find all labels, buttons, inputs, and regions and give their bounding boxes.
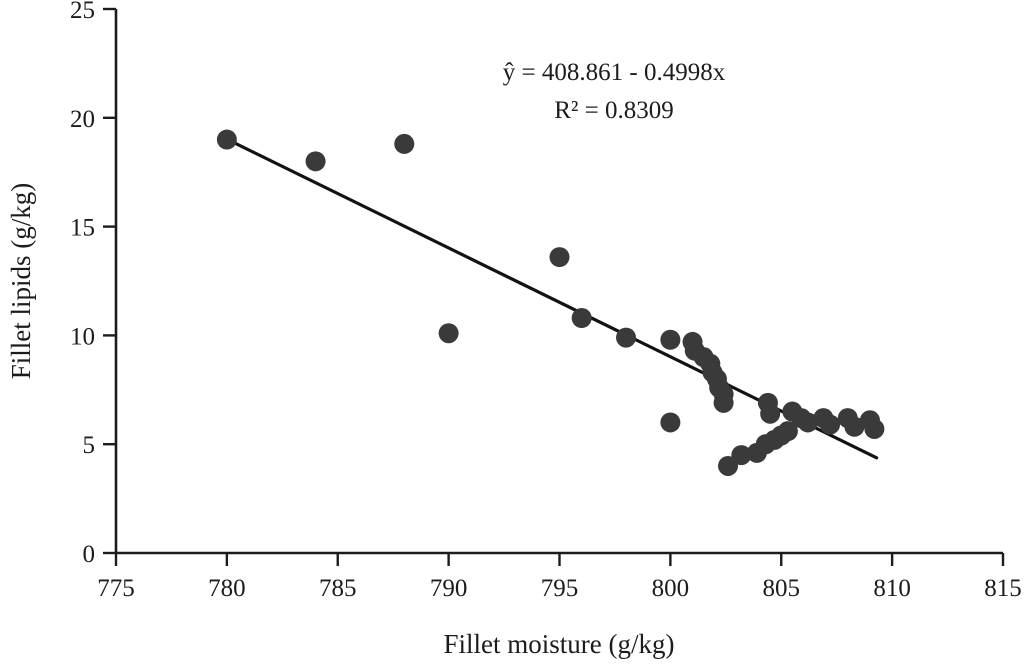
y-tick-label: 15 [70,215,95,242]
data-point [760,403,781,424]
x-axis-title: Fillet moisture (g/kg) [444,629,675,659]
data-point [864,418,885,439]
x-tick-label: 775 [97,575,135,602]
data-point [713,392,734,413]
y-tick-label: 25 [70,0,95,24]
data-point [549,247,570,268]
data-point [844,416,865,437]
r-squared-label: R² = 0.8309 [554,97,674,124]
data-point [660,412,681,433]
data-point [571,307,592,328]
data-point [660,329,681,350]
x-tick-label: 810 [873,575,911,602]
data-point [305,151,326,172]
x-tick-label: 790 [430,575,468,602]
y-tick-label: 10 [70,323,95,350]
axis-ticks [103,7,1005,566]
x-tick-label: 800 [652,575,690,602]
data-point [777,421,798,442]
x-tick-label: 805 [763,575,801,602]
axis-tick-labels: 775 780 785 790 795 800 805 810 815 0 5 10 15 20 25 [70,0,1022,602]
x-tick-label: 795 [541,575,579,602]
data-point [394,133,415,154]
data-point [797,412,818,433]
y-tick-label: 0 [83,541,96,568]
y-axis-title: Fillet lipids (g/kg) [6,183,36,380]
x-tick-label: 785 [319,575,357,602]
axes [114,9,1003,555]
data-points [216,129,885,476]
data-point [616,327,637,348]
y-tick-label: 20 [70,106,95,133]
data-point [438,323,459,344]
data-point [216,129,237,150]
regression-equation-label: ŷ = 408.861 - 0.4998x [503,59,726,86]
x-tick-label: 815 [984,575,1022,602]
data-point [718,455,739,476]
data-point [731,445,752,466]
x-tick-label: 780 [208,575,246,602]
data-point [820,414,841,435]
y-tick-label: 5 [83,432,96,459]
